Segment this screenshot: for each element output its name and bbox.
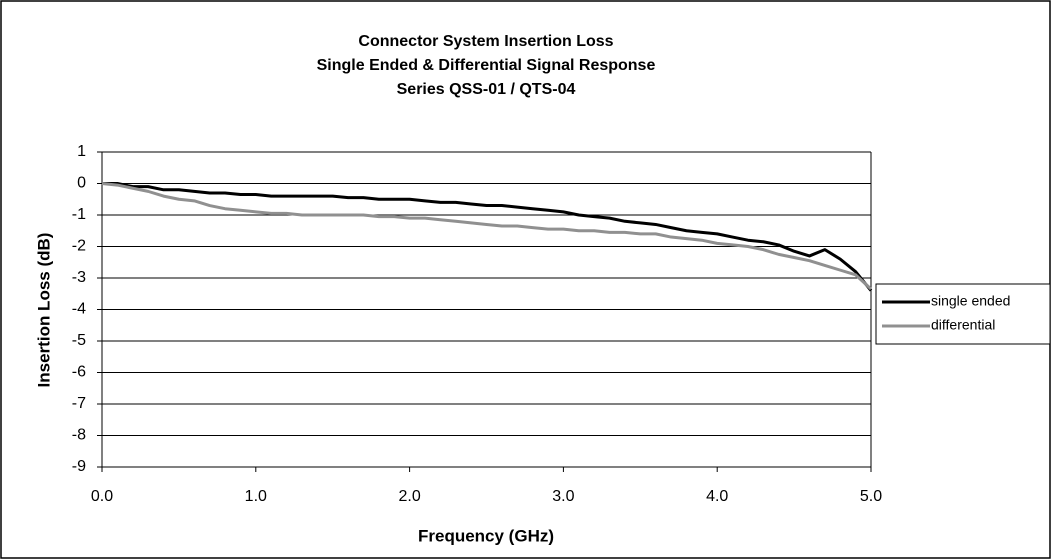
y-tick-label: -2 (72, 238, 86, 255)
x-tick-label: 0.0 (91, 488, 113, 505)
chart-title: Single Ended & Differential Signal Respo… (317, 57, 656, 74)
series-line (101, 182, 873, 291)
y-axis-title: Insertion Loss (dB) (34, 233, 53, 388)
x-tick-label: 2.0 (398, 488, 420, 505)
y-tick-label: -6 (72, 364, 86, 381)
chart-title: Series QSS-01 / QTS-04 (397, 81, 576, 98)
y-tick-label: -5 (72, 332, 86, 349)
y-tick-label: 1 (77, 143, 86, 160)
y-tick-label: -8 (72, 427, 86, 444)
legend-label: differential (931, 317, 995, 333)
y-tick-label: 0 (77, 175, 86, 192)
y-tick-label: -1 (72, 206, 86, 223)
series-line (102, 182, 873, 292)
x-axis-title: Frequency (GHz) (418, 526, 554, 545)
y-tick-label: -7 (72, 395, 86, 412)
x-tick-label: 4.0 (706, 488, 728, 505)
x-tick-label: 5.0 (860, 488, 882, 505)
y-tick-label: -4 (72, 301, 86, 318)
x-tick-label: 1.0 (245, 488, 267, 505)
x-tick-label: 3.0 (552, 488, 574, 505)
legend-box (875, 283, 1051, 345)
legend-label: single ended (931, 293, 1010, 309)
chart-title: Connector System Insertion Loss (358, 33, 613, 50)
y-tick-label: -9 (72, 458, 86, 475)
y-tick-label: -3 (72, 269, 86, 286)
